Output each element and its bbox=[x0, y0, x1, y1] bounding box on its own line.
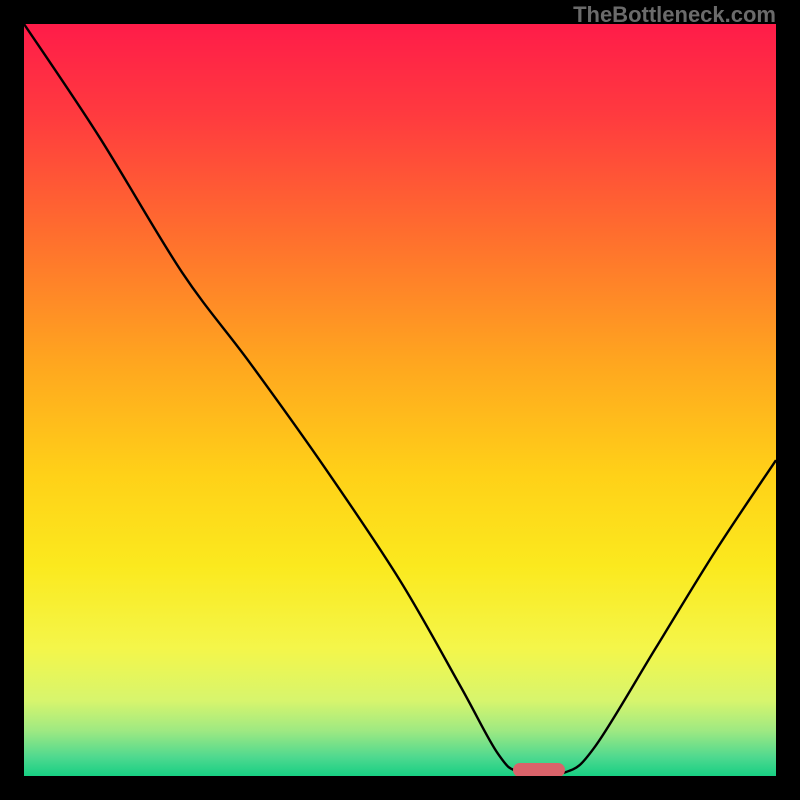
optimal-range-marker bbox=[513, 763, 566, 776]
bottleneck-curve bbox=[24, 24, 776, 776]
plot-area bbox=[24, 24, 776, 776]
watermark-text: TheBottleneck.com bbox=[573, 2, 776, 28]
